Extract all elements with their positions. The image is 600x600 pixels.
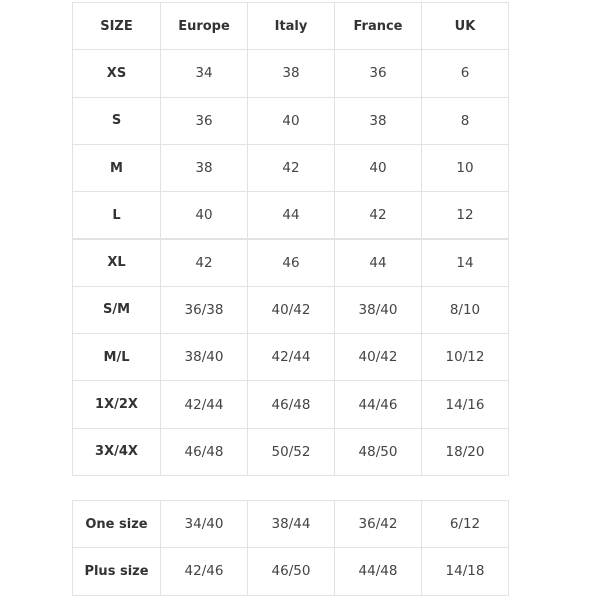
- size-cell: XS: [72, 49, 161, 98]
- table-cell: 40/42: [334, 333, 422, 382]
- table-cell: 38: [334, 96, 422, 145]
- table-cell: 40/42: [247, 285, 335, 335]
- size-cell: M: [72, 143, 161, 193]
- table-cell: 48/50: [334, 427, 422, 476]
- size-cell: Plus size: [72, 547, 161, 596]
- header-cell: Europe: [160, 2, 248, 51]
- table-cell: 42: [160, 238, 248, 287]
- size-cell: XL: [72, 238, 161, 287]
- table-cell: 38: [247, 49, 335, 98]
- size-cell: One size: [72, 500, 161, 549]
- table-cell: 8/10: [421, 285, 509, 335]
- table-cell: 38/44: [247, 500, 335, 549]
- table-cell: 42: [334, 191, 422, 240]
- table-cell: 34/40: [160, 500, 248, 549]
- table-cell: 18/20: [421, 427, 509, 476]
- table-cell: 36: [334, 49, 422, 98]
- table-cell: 12: [421, 191, 509, 240]
- header-cell: France: [334, 2, 422, 51]
- size-cell: M/L: [72, 333, 161, 382]
- size-cell: 1X/2X: [72, 380, 161, 429]
- table-cell: 38/40: [160, 333, 248, 382]
- table-cell: 36/42: [334, 500, 422, 549]
- table-cell: 42/46: [160, 547, 248, 596]
- table-cell: 6/12: [421, 500, 509, 549]
- table-cell: 46/48: [247, 380, 335, 429]
- table-cell: 14/18: [421, 547, 509, 596]
- table-cell: 42: [247, 143, 335, 193]
- header-cell: UK: [421, 2, 509, 51]
- table-cell: 38/40: [334, 285, 422, 335]
- table-cell: 50/52: [247, 427, 335, 476]
- table-cell: 44: [247, 191, 335, 240]
- table-cell: 40: [334, 143, 422, 193]
- header-cell: SIZE: [72, 2, 161, 51]
- table-cell: 14: [421, 238, 509, 287]
- table-cell: 10: [421, 143, 509, 193]
- table-cell: 40: [160, 191, 248, 240]
- table-cell: 44: [334, 238, 422, 287]
- table-cell: 46: [247, 238, 335, 287]
- header-cell: Italy: [247, 2, 335, 51]
- table-cell: 6: [421, 49, 509, 98]
- table-cell: 46/50: [247, 547, 335, 596]
- size-cell: S: [72, 96, 161, 145]
- table-cell: 36/38: [160, 285, 248, 335]
- table-cell: 14/16: [421, 380, 509, 429]
- table-cell: 40: [247, 96, 335, 145]
- table-cell: 36: [160, 96, 248, 145]
- table-cell: 34: [160, 49, 248, 98]
- table-cell: 8: [421, 96, 509, 145]
- table-cell: 44/46: [334, 380, 422, 429]
- table-cell: 44/48: [334, 547, 422, 596]
- size-cell: L: [72, 191, 161, 240]
- table-cell: 46/48: [160, 427, 248, 476]
- size-cell: S/M: [72, 285, 161, 335]
- table-cell: 38: [160, 143, 248, 193]
- table-cell: 42/44: [247, 333, 335, 382]
- size-cell: 3X/4X: [72, 427, 161, 476]
- table-cell: 10/12: [421, 333, 509, 382]
- table-cell: 42/44: [160, 380, 248, 429]
